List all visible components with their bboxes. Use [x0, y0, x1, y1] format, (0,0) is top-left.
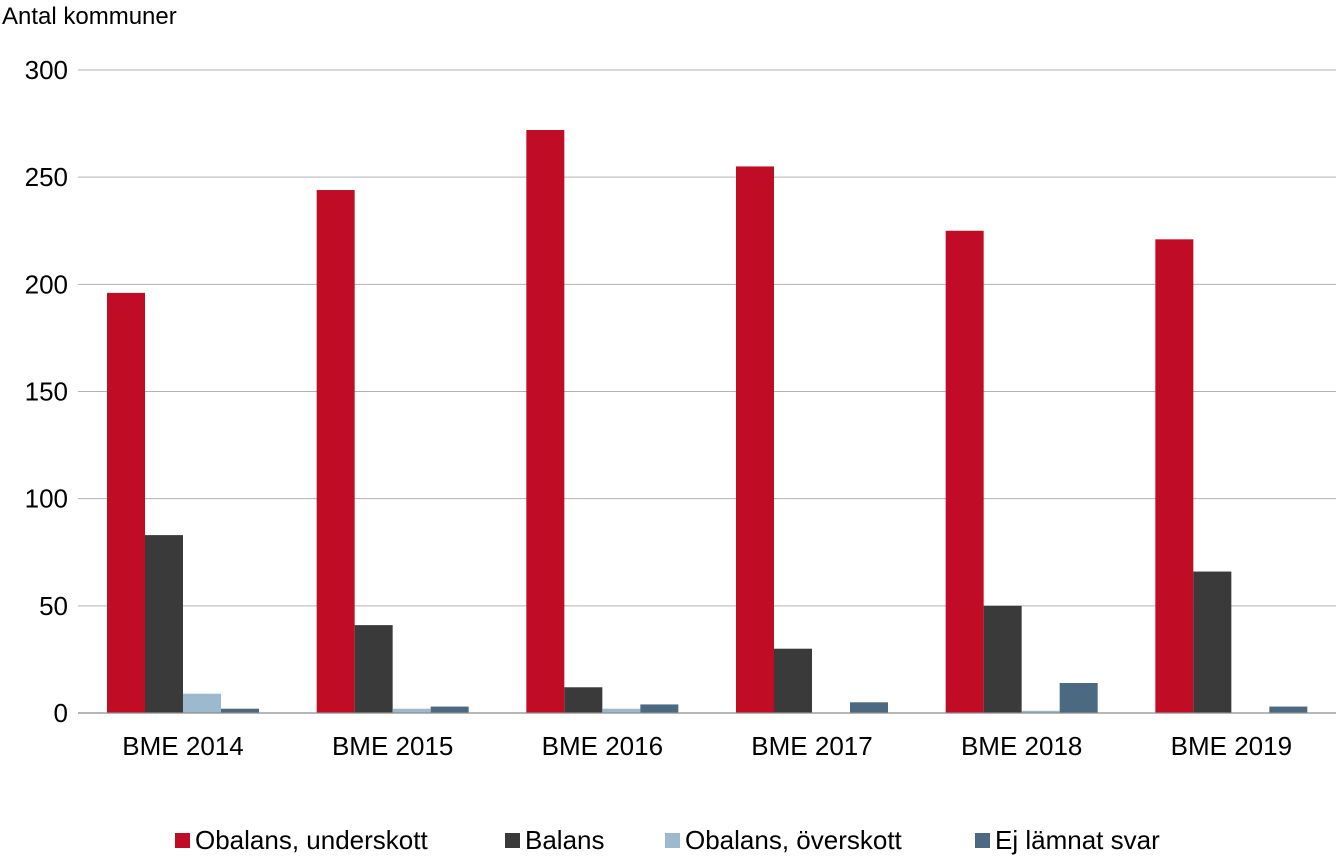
legend-swatch	[505, 833, 520, 848]
legend-swatch	[175, 833, 190, 848]
x-tick-label: BME 2018	[961, 731, 1082, 761]
y-axis-ticks: 0 50 100 150 200 250 300	[25, 55, 68, 728]
bars	[107, 130, 1308, 714]
bar-2-0	[183, 693, 221, 713]
bar-1-0	[145, 535, 183, 713]
y-tick-label: 50	[39, 591, 68, 621]
y-tick-label: 100	[25, 484, 68, 514]
bar-2-2	[602, 708, 641, 713]
x-tick-label: BME 2016	[542, 731, 663, 761]
bar-3-4	[1059, 682, 1098, 713]
bar-3-5	[1269, 706, 1308, 713]
x-tick-label: BME 2019	[1171, 731, 1292, 761]
bar-3-2	[640, 704, 679, 713]
y-tick-label: 300	[25, 55, 68, 85]
y-axis-title: Antal kommuner	[2, 3, 177, 30]
bar-0-0	[107, 292, 145, 713]
y-tick-label: 150	[25, 377, 68, 407]
bar-0-5	[1155, 239, 1194, 713]
legend-swatch	[975, 833, 990, 848]
x-tick-label: BME 2017	[751, 731, 872, 761]
legend: Obalans, underskott Balans Obalans, översk…	[175, 825, 1160, 855]
bar-1-3	[774, 648, 812, 713]
bar-1-2	[564, 687, 603, 713]
legend-label: Obalans, överskott	[685, 825, 903, 855]
y-tick-label: 200	[25, 269, 68, 299]
bar-1-1	[354, 625, 393, 713]
gridlines	[78, 69, 1336, 607]
bar-0-4	[945, 230, 984, 713]
bar-3-0	[221, 708, 259, 713]
legend-label: Obalans, underskott	[195, 825, 428, 855]
bar-0-2	[526, 130, 565, 714]
bar-2-1	[392, 708, 431, 713]
legend-label: Ej lämnat svar	[995, 825, 1160, 855]
bar-0-3	[736, 166, 774, 713]
bar-1-4	[983, 605, 1022, 713]
y-tick-label: 250	[25, 162, 68, 192]
legend-label: Balans	[525, 825, 605, 855]
y-tick-label: 0	[54, 698, 68, 728]
x-tick-label: BME 2015	[332, 731, 453, 761]
x-axis-ticks: BME 2014 BME 2015 BME 2016 BME 2017 BME 2018…	[122, 731, 1292, 761]
bar-3-3	[850, 702, 888, 713]
bar-2-4	[1021, 710, 1060, 713]
bar-0-1	[316, 190, 355, 713]
bar-1-5	[1193, 571, 1232, 713]
bar-3-1	[430, 706, 469, 713]
x-tick-label: BME 2014	[122, 731, 243, 761]
legend-swatch	[665, 833, 680, 848]
